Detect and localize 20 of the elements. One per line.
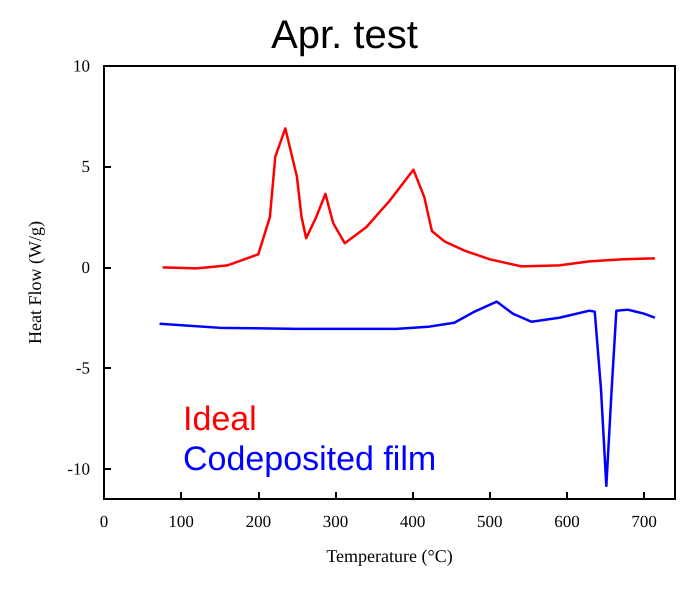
x-tick-label: 500 <box>477 512 503 531</box>
x-tick-label: 300 <box>322 512 348 531</box>
x-tick-label: 0 <box>100 512 108 531</box>
chart-title: Apr. test <box>271 13 418 57</box>
y-tick-label: -5 <box>76 358 90 378</box>
x-tick-label: 400 <box>400 512 426 531</box>
x-tick-label: 600 <box>554 512 580 531</box>
x-tick-label: 700 <box>631 512 657 531</box>
text: Codeposited film <box>183 440 436 478</box>
y-tick-label: 0 <box>82 258 90 277</box>
line-series <box>161 127 656 270</box>
y-axis-title: Heat Flow (W/g) <box>25 221 45 344</box>
x-axis-title: Temperature (°C) <box>326 546 453 566</box>
y-tick-label: 5 <box>82 157 90 176</box>
text: Ideal <box>183 400 257 438</box>
x-tick-label: 100 <box>168 512 194 531</box>
x-tick-label: 200 <box>246 512 272 531</box>
line-series <box>158 300 656 488</box>
y-tick-label: 10 <box>73 56 90 76</box>
y-tick-label: -10 <box>67 459 90 478</box>
